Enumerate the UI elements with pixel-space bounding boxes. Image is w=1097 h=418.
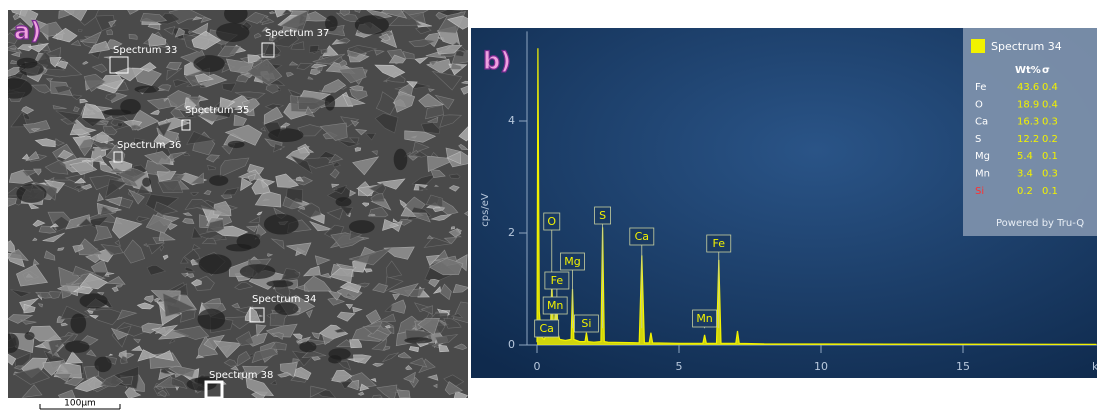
legend-element: Mg [975, 151, 990, 162]
legend-sigma: 0.2 [1042, 134, 1058, 145]
pore [3, 333, 19, 353]
legend-sigma: 0.4 [1042, 82, 1058, 93]
pore [299, 341, 316, 352]
crystal [397, 390, 410, 398]
scale-bar-label: 100µm [64, 399, 96, 409]
legend-wt: 3.4 [1017, 169, 1033, 180]
legend-wt: 12.2 [1017, 134, 1039, 145]
crystal [355, 148, 361, 152]
pore [198, 309, 226, 330]
figure: Spectrum 33 Spectrum 37 Spectrum 35 Spectru… [0, 0, 1097, 418]
crystal [91, 149, 95, 151]
peak-label: Mg [564, 255, 580, 268]
peak-label: Fe [551, 274, 564, 287]
spectrum-panel: 0 2 4 0 5 10 15 cps/eV keV b) O Fe Mn Ca Mg Si S Ca Mn Fe Sp… [471, 28, 1097, 378]
crystal [129, 34, 137, 39]
peak-label: Mn [696, 312, 712, 325]
pore [224, 4, 248, 23]
pore [193, 55, 225, 72]
pore [142, 178, 151, 187]
pore [17, 58, 38, 69]
peak-label: Fe [713, 237, 726, 250]
legend-title: Spectrum 34 [991, 40, 1062, 53]
spot-label: Spectrum 33 [113, 45, 177, 56]
pore [355, 15, 389, 34]
legend-element: O [975, 99, 983, 110]
pore [94, 357, 111, 372]
crystal [107, 30, 113, 35]
x-tick-label: 0 [534, 360, 541, 373]
pore [329, 348, 351, 360]
legend-sigma: 0.1 [1042, 186, 1058, 197]
crystal [451, 227, 455, 230]
peak-label: Si [581, 317, 591, 330]
y-tick-label: 0 [508, 338, 515, 351]
x-axis-label: keV [1092, 360, 1097, 373]
spot-label: Spectrum 38 [209, 370, 273, 381]
legend-wt: 5.4 [1017, 151, 1033, 162]
legend-footer: Powered by Tru-Q [996, 218, 1084, 229]
pore [240, 264, 276, 279]
pore [80, 293, 108, 308]
legend-box [963, 28, 1097, 236]
pore [228, 141, 245, 148]
legend-element: Mn [975, 169, 990, 180]
pore [336, 197, 352, 207]
legend-header: σ [1042, 65, 1050, 76]
y-tick-label: 2 [508, 226, 515, 239]
spot-label: Spectrum 35 [185, 105, 249, 116]
legend-sigma: 0.1 [1042, 151, 1058, 162]
legend-element: Ca [975, 117, 988, 128]
x-tick-label: 10 [814, 360, 828, 373]
page: {"panel_a": {"label": "a)", "spots": [{"… [0, 0, 1097, 418]
crystal [372, 395, 382, 400]
pore [65, 341, 89, 353]
legend-wt: 18.9 [1017, 99, 1039, 110]
pore [264, 214, 299, 235]
pore [199, 254, 232, 274]
legend-sigma: 0.3 [1042, 169, 1058, 180]
pore [103, 109, 131, 115]
sem-image: Spectrum 33 Spectrum 37 Spectrum 35 Spectru… [0, 0, 482, 405]
legend-element: S [975, 134, 981, 145]
peak-label: Ca [539, 322, 553, 335]
spot-label: Spectrum 36 [117, 140, 181, 151]
peak-label: Ca [635, 230, 649, 243]
peak-label: O [547, 215, 556, 228]
legend-wt: 43.6 [1017, 82, 1039, 93]
pore [135, 86, 160, 93]
x-tick-label: 5 [676, 360, 683, 373]
pore [266, 280, 293, 287]
pore [394, 149, 408, 171]
pore [404, 337, 432, 343]
pore [16, 184, 46, 203]
pore [325, 95, 335, 110]
legend-wt: 0.2 [1017, 186, 1033, 197]
pore [70, 313, 86, 333]
pore [25, 332, 35, 340]
legend-sigma: 0.4 [1042, 99, 1058, 110]
panel-label: b) [483, 47, 511, 75]
crystal [78, 30, 82, 32]
y-tick-label: 4 [508, 114, 515, 127]
legend-swatch [971, 39, 985, 53]
crystal [309, 46, 319, 53]
pore [226, 244, 252, 252]
y-axis-label: cps/eV [480, 193, 491, 227]
legend-sigma: 0.3 [1042, 117, 1058, 128]
panel-label: a) [14, 17, 41, 45]
pore [216, 23, 249, 42]
spot-label: Spectrum 37 [265, 28, 329, 39]
legend-element: Si [975, 186, 984, 197]
pore [349, 220, 375, 233]
peak-label: S [599, 209, 606, 222]
legend-header: Wt% [1015, 65, 1041, 76]
legend-element: Fe [975, 82, 986, 93]
peak-label: Mn [547, 299, 563, 312]
legend-wt: 16.3 [1017, 117, 1039, 128]
x-tick-label: 15 [956, 360, 970, 373]
pore [268, 128, 303, 142]
spot-label: Spectrum 34 [252, 294, 316, 305]
pore [209, 175, 228, 186]
